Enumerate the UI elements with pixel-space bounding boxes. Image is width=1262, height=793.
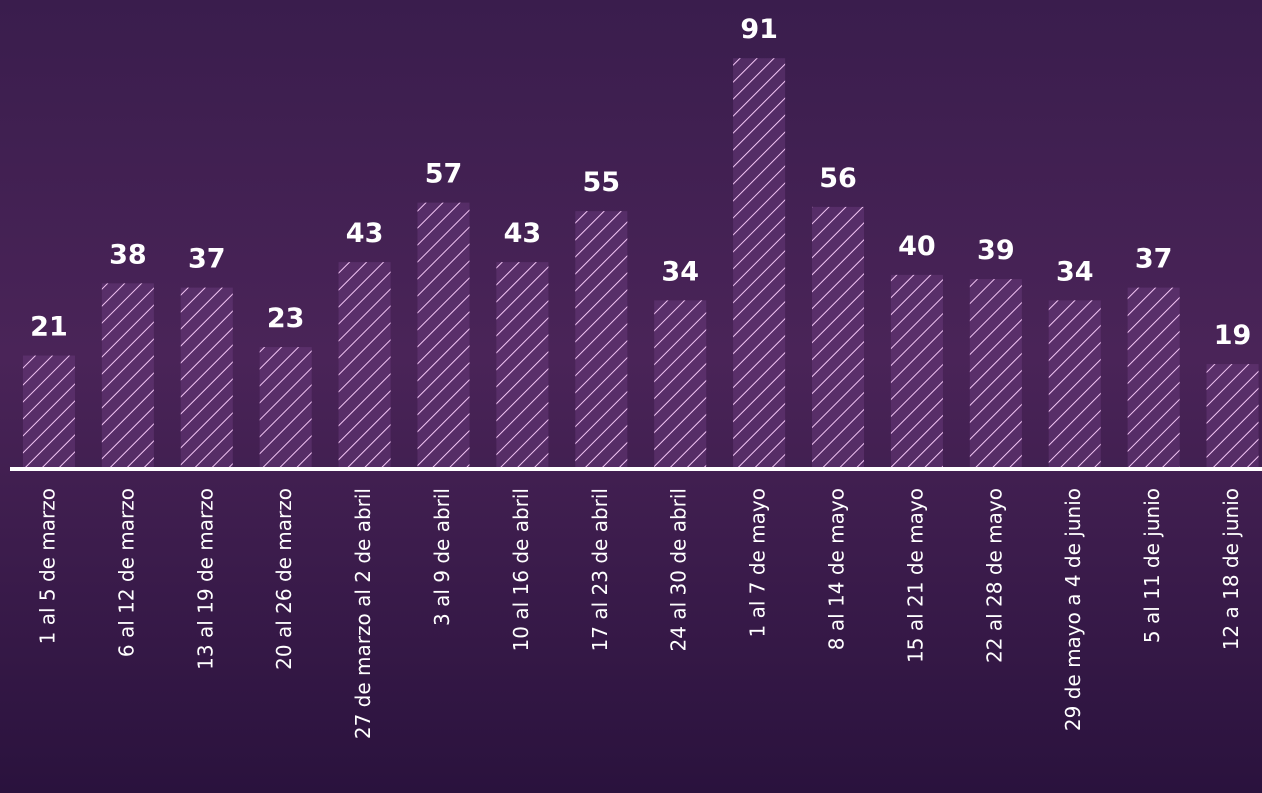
bar bbox=[970, 279, 1022, 469]
bar bbox=[891, 275, 943, 469]
value-label: 40 bbox=[898, 231, 936, 262]
bar bbox=[1049, 300, 1101, 469]
value-label: 34 bbox=[1056, 256, 1094, 287]
value-label: 91 bbox=[740, 14, 778, 45]
value-label: 23 bbox=[267, 303, 305, 334]
bar bbox=[339, 262, 391, 469]
bar bbox=[181, 288, 233, 469]
bar bbox=[260, 347, 312, 469]
x-tick-label: 12 a 18 de junio bbox=[1219, 488, 1243, 650]
value-label: 37 bbox=[188, 244, 226, 275]
value-label: 19 bbox=[1214, 320, 1252, 351]
x-tick-label: 29 de mayo a 4 de junio bbox=[1061, 488, 1085, 731]
bar bbox=[733, 58, 785, 469]
x-tick-label: 24 al 30 de abril bbox=[667, 488, 691, 651]
bar bbox=[496, 262, 548, 469]
x-tick-label: 15 al 21 de mayo bbox=[903, 488, 927, 663]
value-label: 37 bbox=[1135, 244, 1173, 275]
bar bbox=[654, 300, 706, 469]
x-tick-label: 1 al 7 de mayo bbox=[746, 488, 770, 638]
bar bbox=[417, 203, 469, 469]
bar bbox=[1207, 364, 1259, 469]
value-label: 21 bbox=[30, 312, 68, 343]
value-label: 56 bbox=[819, 163, 857, 194]
x-tick-label: 1 al 5 de marzo bbox=[35, 488, 59, 644]
x-tick-label: 3 al 9 de abril bbox=[430, 488, 454, 626]
x-tick-label: 5 al 11 de junio bbox=[1140, 488, 1164, 643]
x-tick-label: 17 al 23 de abril bbox=[588, 488, 612, 651]
value-label: 43 bbox=[346, 218, 384, 249]
x-tick-label: 6 al 12 de marzo bbox=[114, 488, 138, 657]
bar bbox=[575, 211, 627, 469]
value-label: 57 bbox=[425, 159, 463, 190]
chart: 21 1 al 5 de marzo 38 6 al 12 de marzo 37 13 … bbox=[0, 0, 1262, 793]
x-tick-label: 27 de marzo al 2 de abril bbox=[351, 488, 375, 739]
x-tick-label: 8 al 14 de mayo bbox=[825, 488, 849, 650]
bar bbox=[812, 207, 864, 469]
bar bbox=[1128, 288, 1180, 469]
x-tick-label: 10 al 16 de abril bbox=[509, 488, 533, 651]
x-tick-label: 20 al 26 de marzo bbox=[272, 488, 296, 670]
value-label: 34 bbox=[661, 256, 699, 287]
value-label: 43 bbox=[504, 218, 542, 249]
bar bbox=[102, 283, 154, 469]
bar bbox=[23, 356, 75, 469]
x-tick-label: 22 al 28 de mayo bbox=[982, 488, 1006, 663]
value-label: 39 bbox=[977, 235, 1015, 266]
value-label: 38 bbox=[109, 239, 147, 270]
value-label: 55 bbox=[583, 167, 621, 198]
x-tick-label: 13 al 19 de marzo bbox=[193, 488, 217, 670]
